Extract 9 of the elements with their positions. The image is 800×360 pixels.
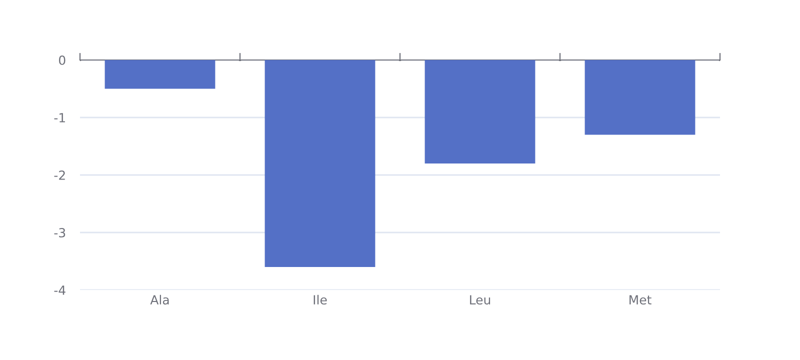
y-tick-label: -2 xyxy=(54,170,65,180)
y-tick-label: 0 xyxy=(58,55,66,65)
x-tick-label: Ile xyxy=(314,294,327,305)
x-tick-label: Met xyxy=(630,295,652,305)
x-tick-label: Ala xyxy=(150,294,169,305)
y-tick-label: -4 xyxy=(54,286,66,295)
x-tick-label: Leu xyxy=(470,295,490,305)
y-tick-label: -3 xyxy=(54,228,66,238)
y-tick-label: -1 xyxy=(54,113,65,122)
